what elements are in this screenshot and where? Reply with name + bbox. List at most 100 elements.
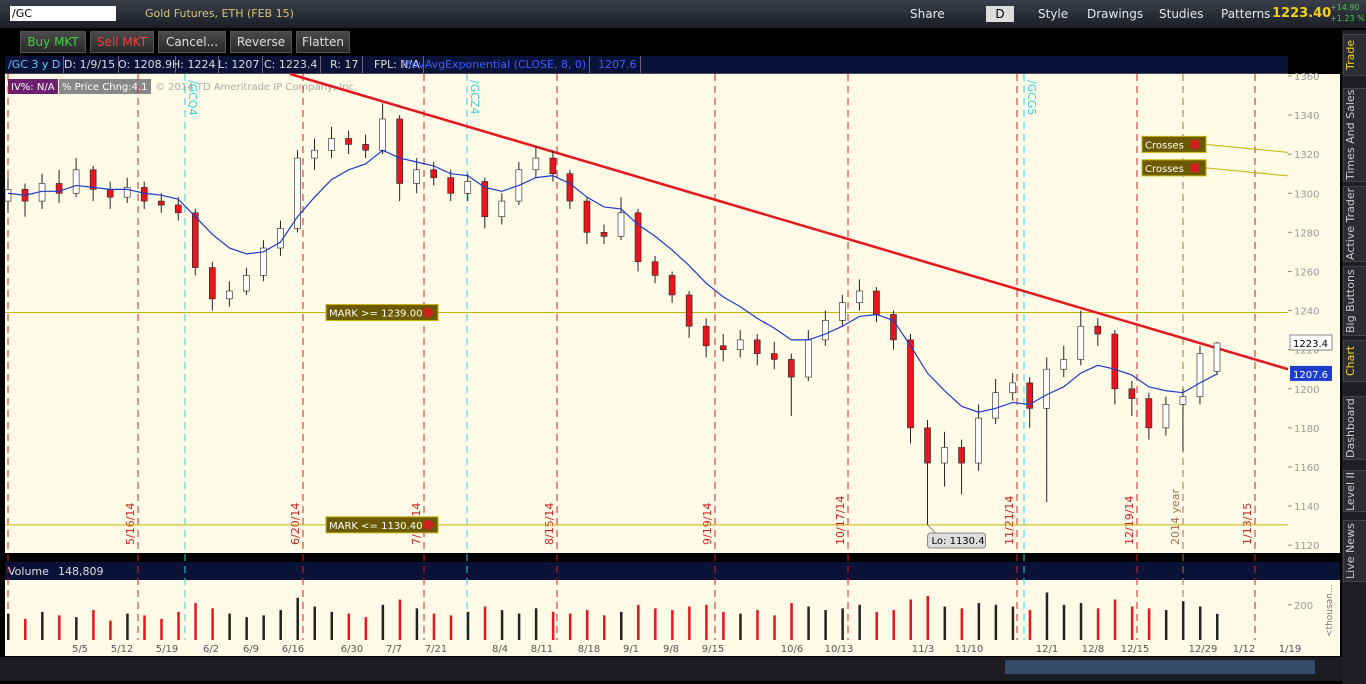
volume-bar bbox=[585, 610, 589, 640]
studies-button[interactable]: Studies bbox=[1159, 7, 1204, 21]
info-item: R: 17 bbox=[327, 56, 363, 73]
volume-bar bbox=[807, 606, 810, 640]
last-value: 1223.4 bbox=[1293, 339, 1328, 350]
volume-bar bbox=[1096, 608, 1100, 640]
patterns-button[interactable]: Patterns bbox=[1221, 7, 1271, 21]
volume-bar bbox=[551, 611, 555, 640]
volume-bar bbox=[688, 606, 691, 640]
candle-body bbox=[498, 200, 506, 218]
volume-bar bbox=[943, 606, 947, 640]
candle-body bbox=[1111, 333, 1119, 390]
crosses-close bbox=[1190, 139, 1200, 150]
info-item: /GC 3 y D bbox=[5, 56, 65, 73]
sidebar-tab[interactable]: Big Buttons bbox=[1343, 266, 1366, 336]
candle-body bbox=[651, 261, 659, 276]
candle-body bbox=[294, 157, 301, 229]
layers: 5/16/146/20/147/18/148/15/149/19/1410/17… bbox=[4, 72, 1333, 655]
trendline bbox=[289, 72, 1289, 371]
cancel-button[interactable]: Cancel... bbox=[158, 31, 226, 53]
y-tick-label: 1220 bbox=[1294, 346, 1319, 357]
sell-button[interactable]: Sell MKT bbox=[90, 31, 154, 53]
event-label: 6/20/14 bbox=[289, 503, 302, 545]
flatten-button[interactable]: Flatten bbox=[296, 31, 350, 53]
x-tick-label: 7/21 bbox=[425, 644, 447, 655]
sidebar-tab[interactable]: Chart bbox=[1343, 340, 1366, 382]
y-tick-label: 1300 bbox=[1294, 189, 1319, 200]
candle-body bbox=[311, 149, 318, 159]
candle-body bbox=[532, 157, 540, 171]
volume-bar bbox=[296, 597, 299, 640]
volume-unit: <thousan... bbox=[1325, 585, 1335, 637]
candle-body bbox=[770, 353, 778, 360]
candle-body bbox=[1009, 382, 1016, 393]
volume-bar bbox=[824, 610, 827, 640]
candle-body bbox=[822, 320, 829, 341]
volume-bar bbox=[279, 610, 282, 640]
x-tick-label: 6/2 bbox=[203, 644, 219, 655]
info-item: MovAvgExponential (CLOSE, 8, 0) bbox=[399, 56, 591, 73]
style-button[interactable]: Style bbox=[1038, 7, 1069, 21]
event-label: 5/16/14 bbox=[124, 503, 137, 545]
volume-bar bbox=[500, 610, 504, 640]
x-tick-label: 5/19 bbox=[156, 644, 178, 655]
y-tick-label: 1140 bbox=[1294, 502, 1319, 513]
x-tick-label: 12/8 bbox=[1082, 644, 1104, 655]
volume-bar bbox=[1130, 606, 1134, 640]
price-panel bbox=[5, 74, 1288, 553]
sidebar-tab[interactable]: Live News bbox=[1343, 520, 1366, 582]
candle-body bbox=[140, 187, 148, 202]
candle-body bbox=[362, 144, 369, 151]
y-tick-label: 1180 bbox=[1294, 424, 1319, 435]
volume-bar bbox=[483, 606, 487, 640]
volume-bar bbox=[177, 611, 180, 640]
candle-body bbox=[583, 200, 591, 233]
y-tick-label: 1120 bbox=[1294, 541, 1319, 552]
candle-body bbox=[1094, 325, 1102, 335]
sidebar-tab[interactable]: Active Trader bbox=[1343, 186, 1366, 262]
volume-bar bbox=[41, 611, 44, 640]
candle-body bbox=[924, 427, 931, 464]
volume-bar bbox=[960, 608, 964, 640]
x-tick-label: 5/5 bbox=[72, 644, 88, 655]
candle-body bbox=[1077, 325, 1085, 360]
volume-bar bbox=[1181, 601, 1185, 640]
volume-bar bbox=[75, 617, 78, 640]
sidebar-tab[interactable]: Dashboard bbox=[1343, 396, 1366, 460]
volume-bar bbox=[449, 615, 453, 640]
ema-line bbox=[7, 149, 1218, 413]
rollover-label: /GCG5 bbox=[1025, 80, 1038, 115]
buy-button[interactable]: Buy MKT bbox=[20, 31, 86, 53]
reverse-button[interactable]: Reverse bbox=[230, 31, 292, 53]
candle-body bbox=[1213, 342, 1221, 372]
scroll-thumb[interactable] bbox=[1005, 660, 1315, 674]
share-button[interactable]: Share bbox=[910, 7, 945, 21]
candle-body bbox=[379, 118, 386, 151]
volume-bar bbox=[756, 610, 759, 640]
alert-close bbox=[423, 307, 433, 318]
y-tick-label: 1280 bbox=[1294, 228, 1319, 239]
volume-bar bbox=[875, 611, 878, 640]
volume-bar bbox=[977, 603, 981, 640]
sidebar-tab[interactable]: Trade bbox=[1343, 34, 1366, 76]
volume-bar bbox=[347, 613, 351, 640]
last-bubble bbox=[1289, 334, 1333, 351]
candle-body bbox=[549, 157, 557, 175]
candle-body bbox=[396, 118, 403, 184]
candle-body bbox=[55, 183, 63, 194]
iv-label: IV%: N/A bbox=[11, 82, 55, 93]
sidebar-tab[interactable]: Level II bbox=[1343, 470, 1366, 512]
alert-label: MARK <= 1130.40 bbox=[329, 521, 422, 532]
volume-bar bbox=[1147, 608, 1151, 640]
candle-body bbox=[1128, 388, 1136, 399]
info-bar: /GC 3 y D D: 1/9/15 O: 1208.9 H: 1224 L:… bbox=[5, 56, 1288, 74]
volume-bar bbox=[1164, 610, 1168, 640]
drawings-button[interactable]: Drawings bbox=[1087, 7, 1144, 21]
info-item: FPL: N/A bbox=[371, 56, 424, 73]
aggregation[interactable]: D bbox=[986, 6, 1014, 22]
candle-body bbox=[447, 177, 455, 194]
symbol-input[interactable]: /GC bbox=[10, 6, 116, 21]
sidebar-tab[interactable]: Times And Sales bbox=[1343, 88, 1366, 182]
volume-bar bbox=[160, 618, 163, 640]
volume-bar bbox=[1198, 606, 1202, 640]
volume-bar bbox=[126, 613, 129, 640]
